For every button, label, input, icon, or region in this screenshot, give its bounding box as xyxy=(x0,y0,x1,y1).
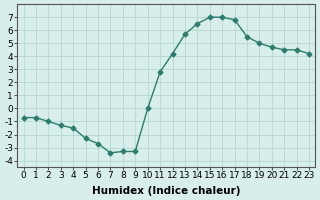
X-axis label: Humidex (Indice chaleur): Humidex (Indice chaleur) xyxy=(92,186,241,196)
